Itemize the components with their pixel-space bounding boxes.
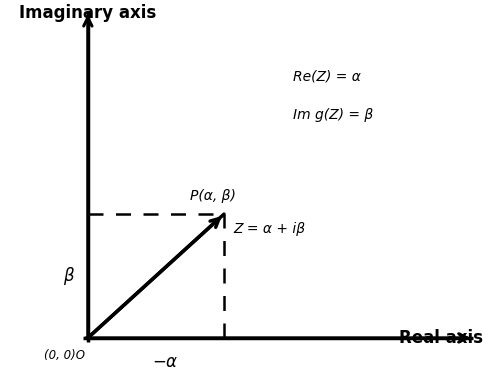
Text: Re(Z) = α: Re(Z) = α [293, 70, 361, 84]
Text: Z = α + iβ: Z = α + iβ [234, 222, 306, 236]
Text: β: β [62, 267, 73, 285]
Text: P(α, β): P(α, β) [190, 189, 236, 203]
Text: Imaginary axis: Imaginary axis [19, 4, 157, 22]
Text: $-$α: $-$α [152, 353, 179, 371]
Text: (0, 0)O: (0, 0)O [44, 349, 85, 362]
Text: Real axis: Real axis [399, 329, 483, 347]
Text: Im g(Z) = β: Im g(Z) = β [293, 108, 373, 122]
